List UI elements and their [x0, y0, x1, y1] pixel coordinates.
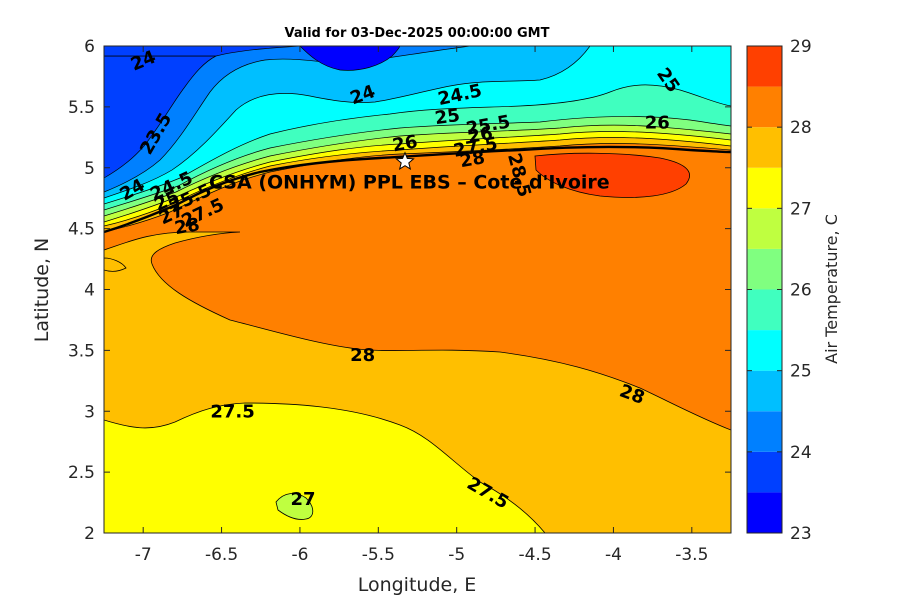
contour-label: 27	[291, 489, 316, 510]
chart-title: Valid for 03-Dec-2025 00:00:00 GMT	[285, 26, 550, 41]
colorbar-swatch	[747, 127, 782, 168]
colorbar-swatch	[747, 370, 782, 412]
x-tick-label: -4	[605, 545, 622, 565]
band-26p5-27	[275, 493, 314, 520]
colorbar-swatch	[747, 451, 782, 493]
colorbar-tick-label: 24	[790, 443, 812, 463]
colorbar-tick-label: 25	[790, 362, 812, 382]
y-axis: 2 2.5 3 3.5 4 4.5 5 5.5 6	[68, 37, 731, 544]
colorbar-swatch	[747, 411, 782, 452]
contour-label: 26	[466, 123, 494, 148]
colorbar-swatch	[747, 46, 782, 87]
coastline	[104, 145, 731, 234]
colorbar-swatch	[747, 167, 782, 209]
site-marker-star-icon	[395, 151, 415, 170]
band-24p5-north	[104, 46, 591, 199]
x-tick-label: -5.5	[362, 545, 395, 565]
contour-label: 25	[433, 105, 461, 129]
band-23-north	[299, 46, 401, 71]
colorbar-swatch	[747, 248, 782, 290]
band-27p5-notch	[104, 257, 127, 272]
colorbar-swatch	[747, 208, 782, 249]
colorbar-swatch	[747, 330, 782, 371]
colorbar-tick-label: 28	[790, 118, 812, 138]
contour-label: 27.5	[210, 401, 254, 422]
band-24-north	[104, 46, 471, 193]
colorbar-swatch	[747, 86, 782, 128]
y-tick-label: 6	[84, 37, 95, 57]
band-28p5-29	[534, 152, 690, 198]
colorbar-tick-label: 23	[790, 524, 812, 544]
y-tick-label: 5.5	[68, 98, 95, 118]
y-tick-label: 3.5	[68, 341, 95, 361]
x-tick-label: -4.5	[518, 545, 551, 565]
band-23p5-north	[104, 55, 217, 179]
contour-label: 28	[173, 214, 201, 239]
site-layer: CSA (ONHYM) PPL EBS – Cote d'Ivoire	[209, 151, 610, 193]
x-tick-label: -6.5	[205, 545, 238, 565]
colorbar-swatch	[747, 492, 782, 533]
colorbar-tick-label: 29	[790, 37, 812, 57]
contour-label: 28	[350, 345, 375, 366]
colorbar: 23 24 25 26 27 28 29	[746, 37, 812, 544]
x-tick-label: -7	[135, 545, 152, 565]
colorbar-label: Air Temperature, C	[822, 214, 841, 364]
x-tick-label: -6	[291, 545, 308, 565]
contour-label: 28	[458, 147, 486, 172]
x-tick-label: -3.5	[675, 545, 708, 565]
y-tick-label: 4	[84, 281, 95, 301]
y-axis-label: Latitude, N	[31, 238, 53, 343]
y-tick-label: 3	[84, 402, 95, 422]
x-axis: -7 -6.5 -6 -5.5 -5 -4.5 -4 -3.5	[135, 46, 708, 565]
contour-field	[104, 46, 731, 533]
x-axis-label: Longitude, E	[358, 574, 477, 596]
x-tick-label: -5	[448, 545, 465, 565]
y-tick-label: 2	[84, 524, 95, 544]
colorbar-tick-label: 27	[790, 199, 812, 219]
y-tick-label: 5	[84, 159, 95, 179]
colorbar-tick-label: 26	[790, 281, 812, 301]
colorbar-swatch	[747, 289, 782, 331]
y-tick-label: 2.5	[68, 463, 95, 483]
site-label: CSA (ONHYM) PPL EBS – Cote d'Ivoire	[209, 171, 610, 193]
y-tick-label: 4.5	[68, 220, 95, 240]
contour-label: 26	[645, 113, 670, 134]
